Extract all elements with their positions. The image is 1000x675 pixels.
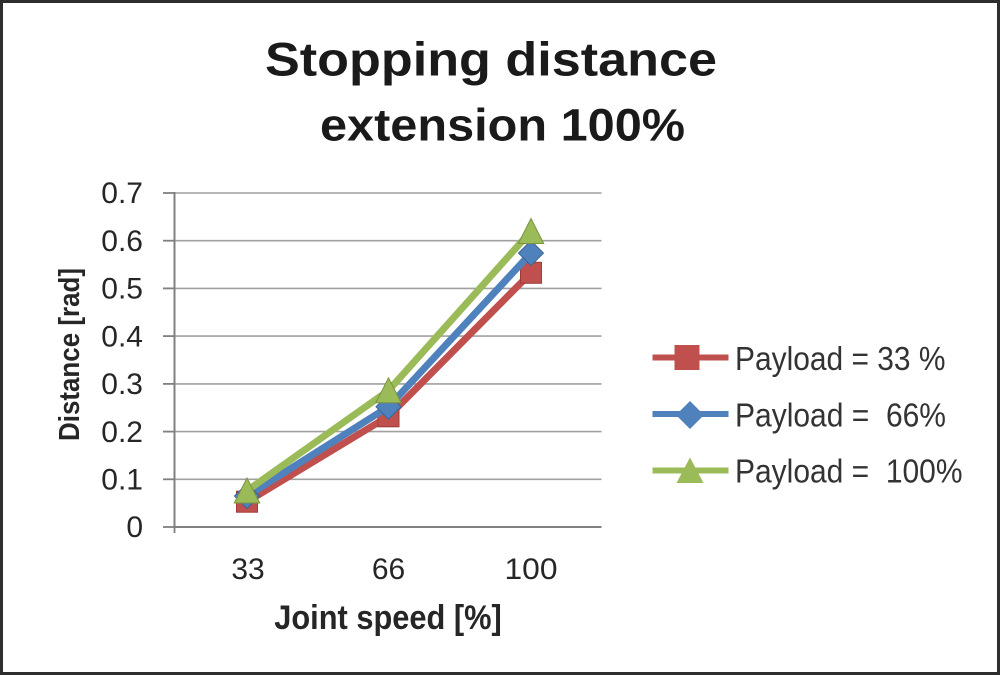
svg-text:33: 33 [231, 553, 264, 586]
svg-text:Stopping distance: Stopping distance [265, 33, 717, 86]
svg-text:100: 100 [505, 553, 558, 586]
svg-text:0.7: 0.7 [101, 177, 143, 210]
svg-text:Distance [rad]: Distance [rad] [54, 268, 86, 441]
svg-text:Payload = 66%: Payload = 66% [735, 396, 946, 433]
svg-text:0.5: 0.5 [101, 273, 143, 306]
svg-text:Payload = 100%: Payload = 100% [735, 453, 963, 490]
svg-text:Payload = 33 %: Payload = 33 % [735, 340, 946, 377]
svg-text:0.3: 0.3 [101, 368, 143, 401]
svg-text:Joint speed [%]: Joint speed [%] [274, 599, 502, 637]
svg-text:0.1: 0.1 [101, 464, 143, 497]
svg-text:0.6: 0.6 [101, 225, 143, 258]
svg-text:0: 0 [126, 511, 143, 544]
svg-text:extension 100%: extension 100% [320, 100, 685, 151]
svg-text:0.2: 0.2 [101, 416, 143, 449]
svg-text:0.4: 0.4 [101, 320, 143, 353]
svg-text:66: 66 [372, 553, 405, 586]
